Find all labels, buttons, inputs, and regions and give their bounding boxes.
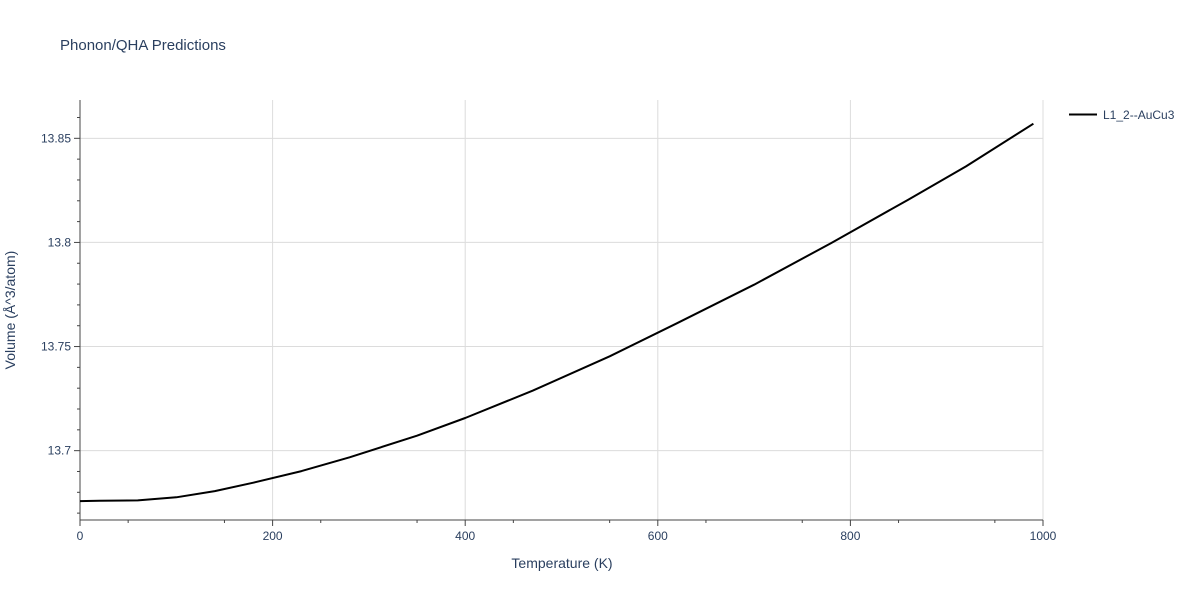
x-tick-label: 800 — [840, 529, 860, 543]
legend[interactable]: L1_2--AuCu3 — [1069, 108, 1175, 122]
x-tick-label: 0 — [77, 529, 84, 543]
x-axis-title: Temperature (K) — [511, 555, 612, 571]
y-axis-title: Volume (Å^3/atom) — [2, 251, 18, 370]
legend-item-label: L1_2--AuCu3 — [1103, 108, 1175, 122]
tick-layer: 0 200 400 600 800 1000 13.7 13.75 13.8 13.85 — [41, 116, 1057, 543]
axis-layer — [79, 100, 1043, 521]
y-tick-label: 13.7 — [48, 444, 72, 458]
series-line — [79, 122, 1034, 503]
x-tick-label: 1000 — [1030, 529, 1057, 543]
y-tick-label: 13.75 — [41, 340, 71, 354]
y-tick-label: 13.8 — [48, 235, 72, 249]
chart-title: Phonon/QHA Predictions — [60, 37, 226, 54]
grid-layer — [80, 100, 1044, 520]
x-tick-label: 600 — [648, 529, 668, 543]
series-layer — [79, 122, 1034, 503]
x-tick-label: 400 — [455, 529, 475, 543]
y-tick-label: 13.85 — [41, 131, 71, 145]
x-tick-label: 200 — [263, 529, 283, 543]
